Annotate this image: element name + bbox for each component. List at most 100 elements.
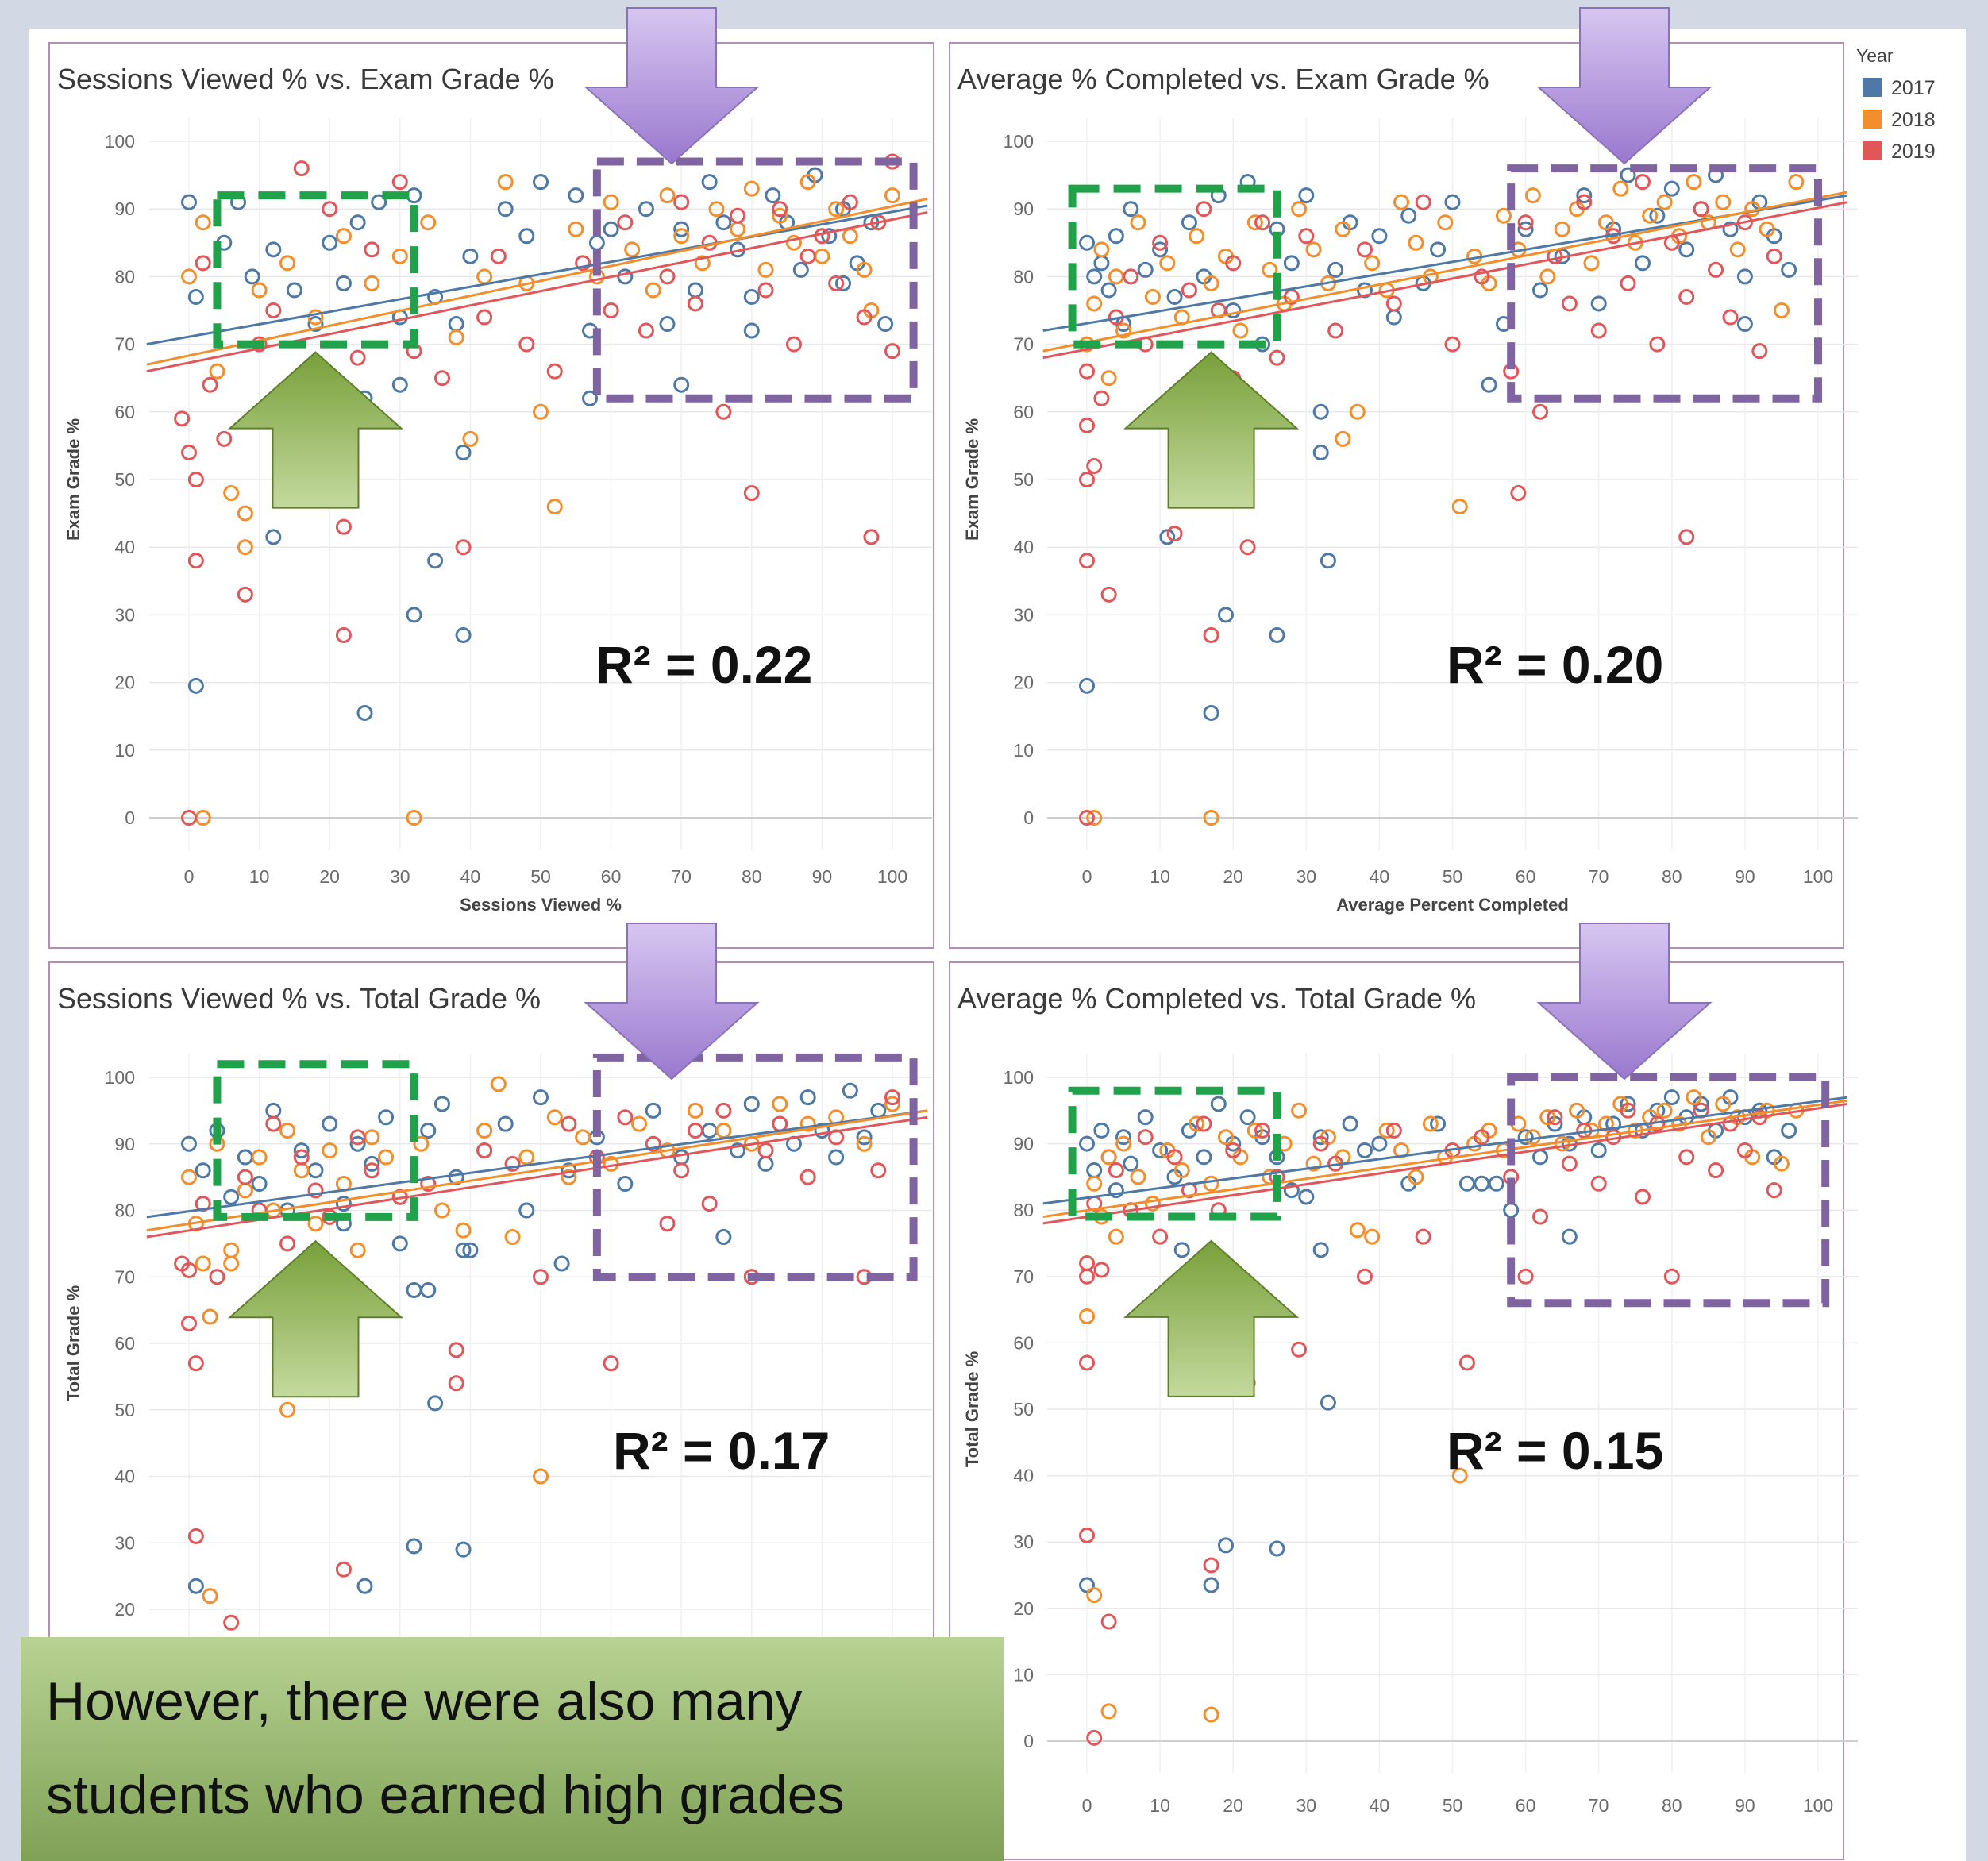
data-point [1312, 444, 1329, 460]
panel-frame [48, 42, 934, 949]
chart-panel-4: Average % Completed vs. Total Grade % 0 10… [949, 923, 1858, 1861]
data-point [673, 194, 690, 210]
y-tick-label: 100 [1004, 1067, 1034, 1088]
data-point [223, 1189, 240, 1205]
down-arrow-icon [584, 923, 760, 1081]
data-point [1532, 282, 1549, 299]
data-point [181, 1135, 197, 1152]
data-point [335, 1196, 352, 1212]
data-point [420, 1176, 437, 1192]
data-point [1327, 322, 1344, 339]
data-point [546, 1109, 563, 1126]
data-point [772, 207, 788, 224]
data-point [701, 174, 718, 191]
data-point [1203, 704, 1219, 721]
data-point [533, 1468, 549, 1485]
data-point [553, 1255, 570, 1272]
y-tick-label: 30 [1013, 1532, 1034, 1552]
data-point [533, 174, 549, 191]
legend-swatch [1863, 110, 1882, 129]
data-point [181, 1262, 197, 1278]
data-point [490, 1076, 507, 1092]
data-point [1620, 1102, 1636, 1119]
data-point [504, 1229, 521, 1245]
data-point [1079, 1308, 1095, 1324]
data-point [1269, 1540, 1285, 1557]
data-point [187, 1355, 204, 1372]
trendline-2017 [146, 1109, 928, 1219]
data-point [884, 343, 900, 360]
data-point [715, 403, 732, 420]
y-tick-label: 90 [1013, 198, 1034, 219]
data-point [1766, 248, 1782, 264]
data-point [834, 275, 851, 291]
data-point [1576, 187, 1593, 204]
data-point [1663, 1268, 1680, 1285]
data-point [1144, 288, 1161, 305]
x-tick-label: 20 [1223, 1795, 1243, 1816]
purple-highlight-box [1507, 1073, 1830, 1308]
data-point [1495, 207, 1512, 224]
x-tick-label: 10 [1150, 866, 1170, 887]
data-point [1597, 214, 1614, 231]
data-point [1620, 1096, 1636, 1112]
data-point [1203, 275, 1219, 291]
data-point [645, 282, 661, 299]
data-point [1093, 241, 1110, 258]
data-point [195, 1255, 211, 1272]
x-tick-label: 70 [671, 866, 692, 887]
data-point [181, 444, 197, 460]
data-point [187, 1528, 204, 1544]
data-point [244, 268, 260, 285]
data-point [1517, 1129, 1534, 1146]
data-point [1079, 472, 1095, 487]
data-point [617, 1109, 634, 1126]
data-point [1320, 553, 1336, 569]
data-point [1736, 1142, 1753, 1158]
data-point [1342, 1115, 1358, 1132]
series-2019 [174, 1089, 900, 1631]
data-point [856, 1129, 873, 1146]
trendline-2018 [1042, 1099, 1848, 1219]
data-point [715, 1229, 732, 1245]
data-point [364, 241, 380, 258]
data-point [884, 1096, 900, 1112]
y-tick-label: 90 [114, 1134, 135, 1154]
data-point [1100, 370, 1117, 387]
data-point [1532, 403, 1549, 420]
data-point [1246, 1122, 1263, 1139]
data-point [687, 1102, 703, 1119]
data-point [603, 194, 619, 210]
data-point [1079, 234, 1095, 251]
data-point [1430, 1115, 1447, 1132]
y-axis-label: Total Grade % [962, 1351, 982, 1467]
data-point [1349, 403, 1366, 420]
data-point [1335, 430, 1351, 447]
data-point [1115, 322, 1132, 339]
data-point [420, 214, 437, 231]
data-point [1196, 1149, 1212, 1166]
data-point [391, 174, 408, 191]
data-point [1298, 1189, 1315, 1205]
y-tick-label: 80 [1013, 266, 1034, 287]
data-point [1196, 1115, 1212, 1132]
data-point [462, 1242, 479, 1258]
data-point [870, 1162, 887, 1179]
y-tick-label: 80 [114, 1200, 135, 1221]
data-point [1305, 1155, 1322, 1172]
x-tick-label: 0 [1082, 866, 1092, 887]
r-squared-label: R² = 0.20 [1447, 635, 1663, 694]
data-point [757, 1142, 774, 1159]
data-point [1123, 268, 1139, 285]
data-point [1239, 1109, 1256, 1126]
data-point [1335, 221, 1351, 237]
y-tick-label: 0 [125, 807, 135, 828]
data-point [1246, 214, 1263, 231]
data-point [293, 1149, 310, 1166]
chart-title: Average % Completed vs. Total Grade % [957, 982, 1476, 1015]
x-tick-label: 20 [319, 866, 340, 887]
x-tick-label: 100 [1803, 866, 1833, 887]
data-point [223, 1255, 240, 1272]
data-point [1356, 1268, 1373, 1285]
y-tick-label: 70 [1013, 334, 1034, 355]
